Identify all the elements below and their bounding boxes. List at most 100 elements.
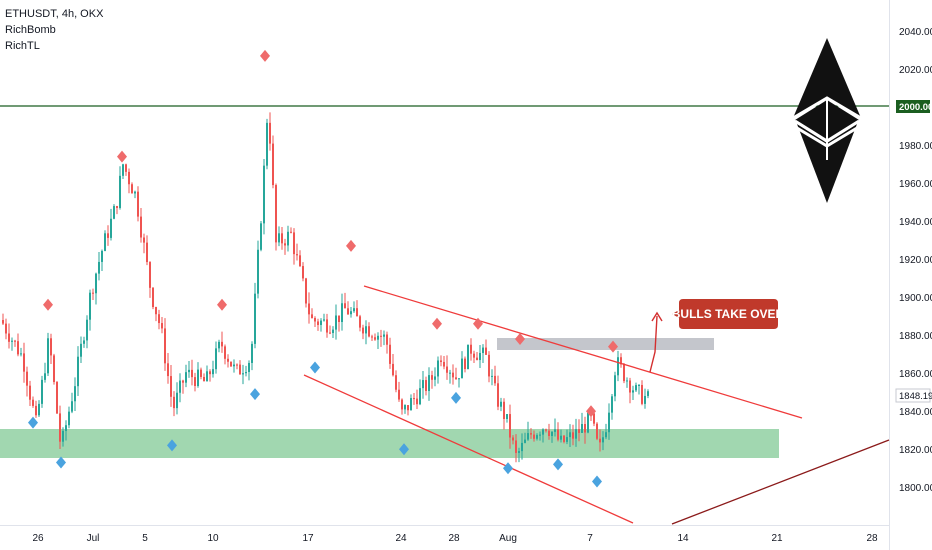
x-tick-label: 24: [395, 533, 407, 544]
candle-body: [335, 315, 337, 330]
buy-signal-marker: [167, 439, 177, 452]
candle-body: [122, 164, 124, 176]
y-tick-label: 1860.00: [899, 369, 932, 380]
candle-body: [398, 389, 400, 400]
x-tick-label: 21: [771, 533, 783, 544]
candle-body: [341, 303, 343, 323]
candle-body: [248, 362, 250, 373]
candle-body: [107, 233, 109, 238]
candle-body: [74, 386, 76, 402]
candle-body: [566, 437, 568, 442]
candle-body: [599, 438, 601, 443]
candle-body: [452, 372, 454, 378]
candle-body: [281, 233, 283, 244]
candle-body: [146, 242, 148, 263]
candle-body: [275, 185, 277, 243]
candle-body: [197, 369, 199, 386]
candle-body: [392, 363, 394, 376]
candle-body: [188, 369, 190, 373]
annotation-callout: BULLS TAKE OVER: [672, 299, 785, 329]
y-tick-label: 2020.00: [899, 65, 932, 76]
y-tick-label: 1880.00: [899, 331, 932, 342]
candle-body: [176, 392, 178, 409]
candle-body: [533, 434, 535, 439]
candle-body: [5, 323, 7, 334]
candle-body: [77, 356, 79, 387]
candle-body: [422, 380, 424, 389]
candle-body: [359, 316, 361, 328]
candle-body: [464, 358, 466, 370]
candle-body: [260, 223, 262, 250]
x-tick-label: 28: [866, 533, 878, 544]
candle-body: [284, 243, 286, 246]
candle-body: [485, 347, 487, 355]
projection-arrowhead: [651, 311, 663, 322]
candle-body: [98, 261, 100, 274]
candle-body: [308, 303, 310, 315]
candle-body: [608, 412, 610, 433]
buy-signal-marker: [451, 391, 461, 404]
candle-body: [53, 355, 55, 383]
candle-body: [458, 378, 460, 380]
x-tick-label: 28: [448, 533, 460, 544]
candle-body: [524, 439, 526, 443]
candle-body: [119, 175, 121, 208]
candle-body: [395, 375, 397, 390]
candle-body: [125, 164, 127, 172]
candle-body: [431, 375, 433, 380]
candle-body: [332, 329, 334, 334]
candle-body: [17, 341, 19, 355]
sell-signal-marker: [432, 317, 442, 330]
candle-body: [89, 292, 91, 320]
candle-body: [371, 336, 373, 338]
candle-body: [497, 383, 499, 407]
candle-body: [227, 358, 229, 362]
candle-body: [374, 337, 376, 340]
candle-body: [110, 218, 112, 238]
candle-body: [92, 292, 94, 294]
candle-body: [425, 380, 427, 392]
candle-body: [65, 425, 67, 431]
candle-body: [413, 398, 415, 400]
candle-body: [26, 371, 28, 386]
candle-body: [128, 171, 130, 185]
candle-body: [95, 273, 97, 294]
candle-body: [215, 348, 217, 370]
candle-body: [29, 385, 31, 400]
candle-body: [50, 338, 52, 356]
candle-body: [539, 434, 541, 436]
candle-body: [140, 216, 142, 238]
candle-body: [569, 432, 571, 438]
candle-body: [515, 440, 517, 453]
sell-signal-marker: [217, 298, 227, 311]
candle-body: [2, 320, 4, 324]
sell-signal-marker: [473, 317, 483, 330]
candle-body: [482, 347, 484, 353]
annotation-text: BULLS TAKE OVER: [672, 307, 785, 321]
candle-body: [164, 328, 166, 364]
candle-body: [434, 376, 436, 380]
candle-body: [512, 437, 514, 441]
y-tick-label: 1820.00: [899, 445, 932, 456]
candle-body: [614, 375, 616, 397]
candle-body: [239, 364, 241, 375]
channel-lower-line: [303, 374, 634, 524]
candle-body: [317, 321, 319, 325]
candle-body: [560, 435, 562, 440]
x-tick-label: 14: [677, 533, 689, 544]
candle-body: [203, 376, 205, 382]
candle-body: [629, 380, 631, 393]
candle-body: [80, 343, 82, 357]
candle-body: [596, 423, 598, 439]
candle-body: [11, 340, 13, 342]
candle-body: [386, 334, 388, 345]
candle-body: [23, 353, 25, 372]
candle-body: [377, 335, 379, 340]
buy-signal-marker: [250, 388, 260, 401]
y-tick-label: 1940.00: [899, 217, 932, 228]
indicator-richbomb: RichBomb: [5, 24, 56, 36]
candle-body: [353, 308, 355, 312]
candle-body: [71, 401, 73, 412]
candle-body: [638, 384, 640, 386]
